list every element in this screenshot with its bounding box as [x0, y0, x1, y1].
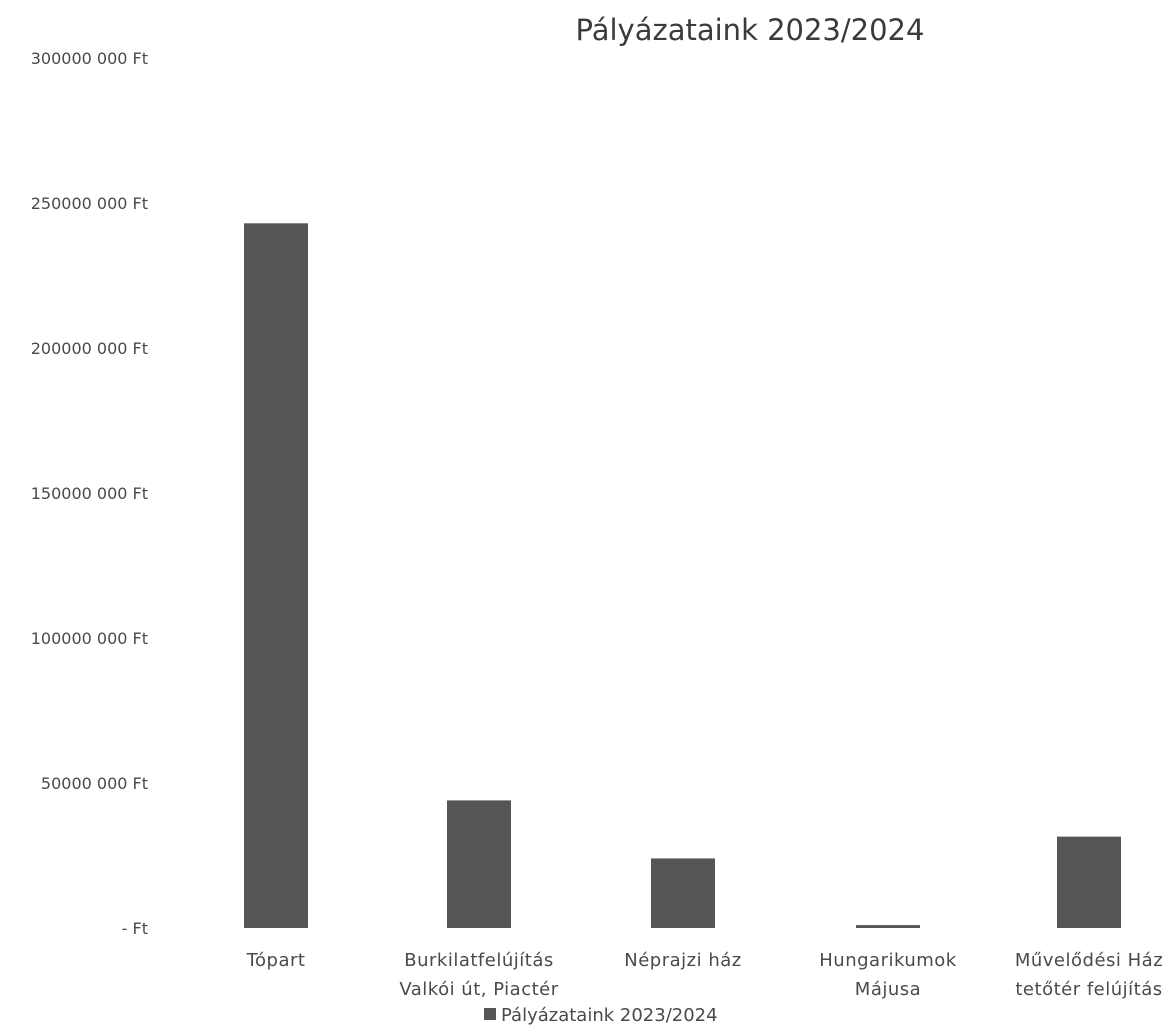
bar — [856, 925, 920, 928]
legend: Pályázataink 2023/2024 — [484, 1005, 718, 1026]
y-tick-label: 250000 000 Ft — [31, 194, 148, 213]
x-axis-category-labels: Tópart Burkilatfelújítás Valkói út, Piacté… — [246, 950, 1163, 1000]
chart-title: Pályázataink 2023/2024 — [576, 13, 925, 47]
y-axis-tick-labels: - Ft 50000 000 Ft 100000 000 Ft 150000 000 … — [31, 49, 148, 938]
category-label: Művelődési Ház — [1015, 950, 1163, 971]
category-label: Burkilatfelújítás — [404, 950, 553, 971]
category-label: tetőtér felújítás — [1015, 979, 1162, 1000]
y-tick-label: 150000 000 Ft — [31, 484, 148, 503]
legend-label: Pályázataink 2023/2024 — [501, 1005, 718, 1026]
y-tick-label: - Ft — [122, 919, 148, 938]
y-tick-label: 300000 000 Ft — [31, 49, 148, 68]
category-label: Valkói út, Piactér — [399, 979, 558, 1000]
bar — [1057, 836, 1121, 928]
category-label: Hungarikumok — [819, 950, 957, 971]
y-tick-label: 50000 000 Ft — [41, 774, 148, 793]
bar — [244, 223, 308, 929]
category-label: Májusa — [855, 979, 921, 1000]
bars — [244, 223, 1121, 929]
category-label: Tópart — [246, 950, 306, 971]
y-tick-label: 100000 000 Ft — [31, 629, 148, 648]
bar — [651, 858, 715, 928]
bar — [447, 800, 511, 928]
category-label: Néprajzi ház — [624, 950, 741, 971]
y-tick-label: 200000 000 Ft — [31, 339, 148, 358]
legend-swatch — [484, 1008, 496, 1020]
